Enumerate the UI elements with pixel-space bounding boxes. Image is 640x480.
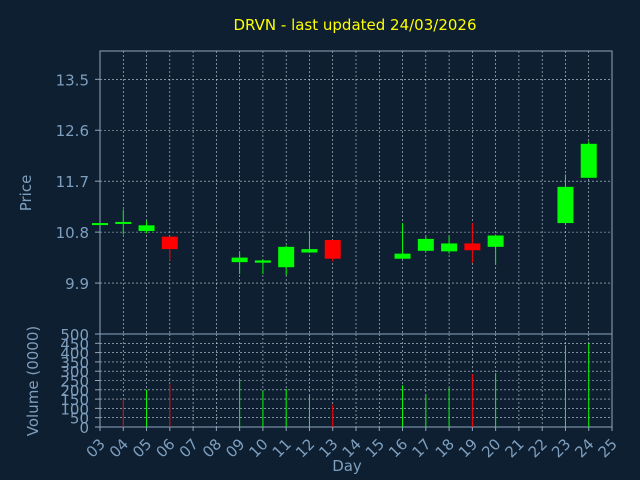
candle-body-13	[324, 240, 341, 259]
volume-tick-label: 400	[60, 345, 89, 363]
price-tick-label: 11.7	[56, 173, 89, 191]
x-axis-label: Day	[332, 457, 362, 475]
chart-title: DRVN - last updated 24/03/2026	[233, 16, 476, 34]
candle-body-04	[115, 221, 132, 224]
price-y-ticks: 9.9 10.8 11.7 12.6 13.5	[56, 71, 100, 293]
price-panel: 9.9 10.8 11.7 12.6 13.5 Price	[17, 50, 613, 335]
volume-tick-label: 250	[60, 373, 89, 391]
candle-body-19	[464, 243, 481, 251]
price-tick-label: 9.9	[65, 275, 89, 293]
volume-tick-label: 50	[70, 410, 89, 428]
candle-body-23	[557, 186, 574, 224]
candle-body-03	[92, 223, 108, 226]
candle-body-06	[161, 236, 178, 250]
volume-tick-label: 200	[60, 382, 89, 400]
volume-tick-label: 0	[79, 419, 89, 437]
candle-body-05	[138, 225, 155, 231]
volume-tick-label: 150	[60, 391, 89, 409]
price-tick-label: 12.6	[56, 122, 89, 140]
price-tick-label: 13.5	[56, 71, 89, 89]
volume-tick-label: 300	[60, 363, 89, 381]
candle-body-16	[394, 253, 411, 259]
volume-tick-label: 450	[60, 335, 89, 353]
candle-body-10	[254, 260, 271, 263]
volume-bars	[122, 343, 590, 427]
price-tick-label: 10.8	[56, 224, 89, 242]
candle-body-11	[278, 246, 295, 268]
x-tick-label: 25	[595, 435, 621, 461]
volume-tick-label: 100	[60, 400, 89, 418]
volume-axis-label: Volume (0000)	[24, 326, 42, 436]
volume-tick-label: 350	[60, 354, 89, 372]
price-candles	[92, 141, 597, 276]
candle-body-24	[580, 143, 597, 178]
candle-body-12	[301, 249, 318, 253]
volume-grid	[99, 333, 613, 428]
candle-body-17	[417, 238, 434, 251]
price-axis-label: Price	[17, 175, 35, 212]
candle-body-18	[441, 243, 458, 252]
candle-body-09	[231, 257, 248, 263]
volume-tick-label: 500	[60, 326, 89, 344]
candle-body-20	[487, 235, 504, 247]
price-grid	[99, 51, 613, 334]
